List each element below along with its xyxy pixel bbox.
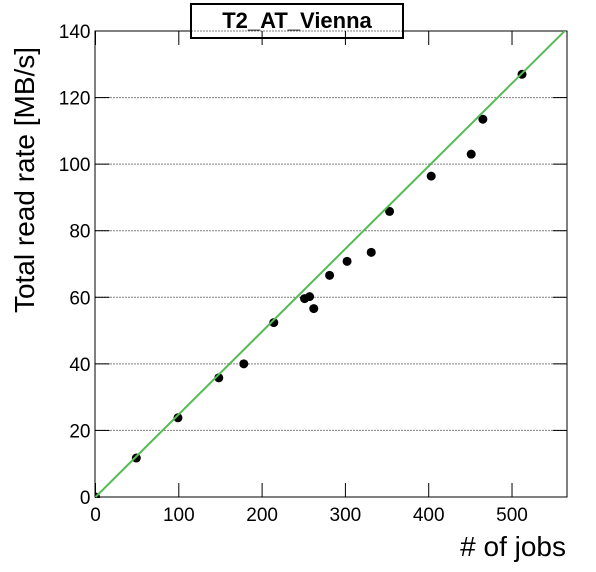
y-tick-label: 140 — [59, 22, 91, 43]
x-tick-label: 0 — [90, 505, 101, 526]
x-tick-label: 100 — [163, 505, 195, 526]
data-point — [305, 292, 315, 302]
data-point — [131, 453, 141, 463]
x-tick-label: 300 — [330, 505, 362, 526]
data-point — [173, 413, 183, 423]
data-point — [309, 304, 319, 314]
y-tick-label: 80 — [69, 222, 90, 243]
y-tick-label: 0 — [80, 488, 91, 509]
y-tick-label: 100 — [59, 155, 91, 176]
data-point — [385, 206, 395, 216]
data-point — [325, 270, 335, 280]
fit-line — [95, 31, 567, 498]
data-point — [466, 149, 476, 159]
data-point — [366, 247, 376, 257]
data-point — [478, 114, 488, 124]
y-tick-label: 120 — [59, 89, 91, 110]
y-tick-label: 60 — [69, 288, 90, 309]
x-tick-label: 200 — [246, 505, 278, 526]
data-point — [342, 256, 352, 266]
data-point — [426, 171, 436, 181]
x-tick-label: 500 — [496, 505, 528, 526]
y-tick-label: 40 — [69, 355, 90, 376]
y-axis-label: Total read rate [MB/s] — [9, 47, 40, 313]
plot-area — [95, 31, 567, 498]
chart-title: T2_AT_Vienna — [222, 8, 372, 33]
title-box — [190, 3, 404, 39]
y-tick-label: 20 — [69, 421, 90, 442]
data-point — [269, 318, 279, 328]
x-axis-label: # of jobs — [460, 531, 566, 562]
x-tick-label: 400 — [413, 505, 445, 526]
data-point — [239, 359, 249, 369]
